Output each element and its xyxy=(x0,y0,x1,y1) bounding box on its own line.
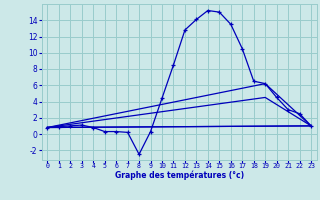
X-axis label: Graphe des températures (°c): Graphe des températures (°c) xyxy=(115,171,244,180)
